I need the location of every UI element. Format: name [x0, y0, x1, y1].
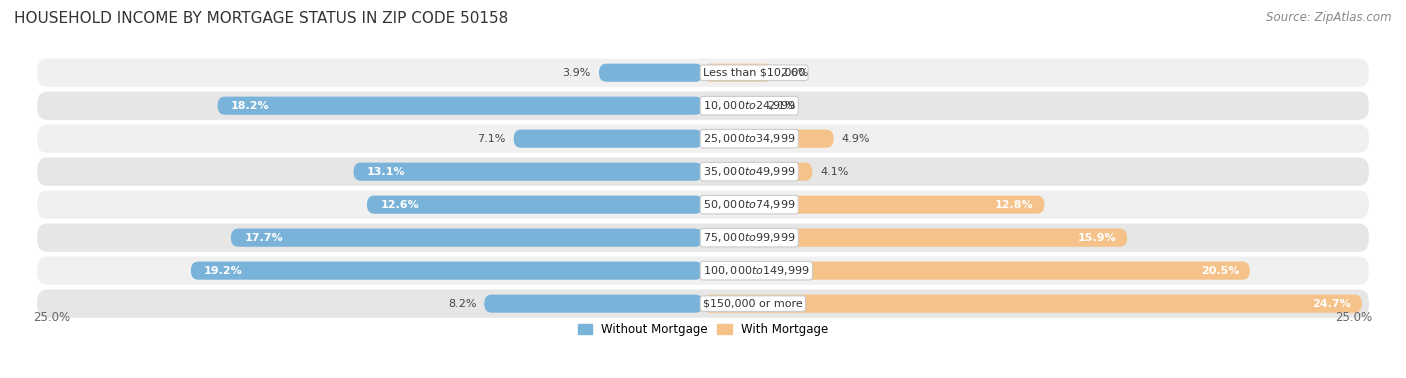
FancyBboxPatch shape — [191, 262, 703, 280]
Text: $75,000 to $99,999: $75,000 to $99,999 — [703, 231, 796, 244]
FancyBboxPatch shape — [37, 90, 1369, 121]
Text: 18.2%: 18.2% — [231, 101, 270, 111]
Text: 12.6%: 12.6% — [380, 200, 419, 210]
Text: 2.1%: 2.1% — [768, 101, 796, 111]
Text: $25,000 to $34,999: $25,000 to $34,999 — [703, 132, 796, 145]
FancyBboxPatch shape — [353, 163, 703, 181]
Text: 4.1%: 4.1% — [820, 167, 849, 177]
FancyBboxPatch shape — [367, 195, 703, 214]
Text: 7.1%: 7.1% — [477, 134, 506, 144]
Text: 24.7%: 24.7% — [1312, 299, 1351, 309]
Text: $10,000 to $24,999: $10,000 to $24,999 — [703, 99, 796, 112]
FancyBboxPatch shape — [37, 156, 1369, 187]
Text: Source: ZipAtlas.com: Source: ZipAtlas.com — [1267, 11, 1392, 24]
FancyBboxPatch shape — [37, 124, 1369, 154]
FancyBboxPatch shape — [703, 229, 1128, 247]
FancyBboxPatch shape — [703, 294, 1362, 313]
Text: 8.2%: 8.2% — [447, 299, 477, 309]
Text: 19.2%: 19.2% — [204, 266, 243, 276]
FancyBboxPatch shape — [703, 97, 759, 115]
FancyBboxPatch shape — [703, 195, 1045, 214]
FancyBboxPatch shape — [231, 229, 703, 247]
Text: 20.5%: 20.5% — [1201, 266, 1239, 276]
Text: Less than $10,000: Less than $10,000 — [703, 68, 806, 78]
FancyBboxPatch shape — [37, 57, 1369, 88]
FancyBboxPatch shape — [484, 294, 703, 313]
FancyBboxPatch shape — [703, 262, 1250, 280]
Legend: Without Mortgage, With Mortgage: Without Mortgage, With Mortgage — [574, 319, 832, 341]
FancyBboxPatch shape — [37, 256, 1369, 286]
Text: 17.7%: 17.7% — [245, 232, 283, 243]
Text: 3.9%: 3.9% — [562, 68, 591, 78]
FancyBboxPatch shape — [37, 288, 1369, 319]
Text: 2.6%: 2.6% — [780, 68, 808, 78]
Text: 12.8%: 12.8% — [995, 200, 1033, 210]
FancyBboxPatch shape — [703, 130, 834, 148]
FancyBboxPatch shape — [218, 97, 703, 115]
FancyBboxPatch shape — [703, 64, 772, 82]
Text: $35,000 to $49,999: $35,000 to $49,999 — [703, 165, 796, 178]
FancyBboxPatch shape — [37, 223, 1369, 253]
Text: 25.0%: 25.0% — [34, 311, 70, 324]
FancyBboxPatch shape — [513, 130, 703, 148]
Text: 25.0%: 25.0% — [1336, 311, 1372, 324]
FancyBboxPatch shape — [599, 64, 703, 82]
FancyBboxPatch shape — [37, 189, 1369, 220]
FancyBboxPatch shape — [703, 163, 813, 181]
Text: 15.9%: 15.9% — [1078, 232, 1116, 243]
Text: HOUSEHOLD INCOME BY MORTGAGE STATUS IN ZIP CODE 50158: HOUSEHOLD INCOME BY MORTGAGE STATUS IN Z… — [14, 11, 509, 26]
Text: $150,000 or more: $150,000 or more — [703, 299, 803, 309]
Text: 13.1%: 13.1% — [367, 167, 405, 177]
Text: 4.9%: 4.9% — [842, 134, 870, 144]
Text: $50,000 to $74,999: $50,000 to $74,999 — [703, 198, 796, 211]
Text: $100,000 to $149,999: $100,000 to $149,999 — [703, 264, 810, 277]
